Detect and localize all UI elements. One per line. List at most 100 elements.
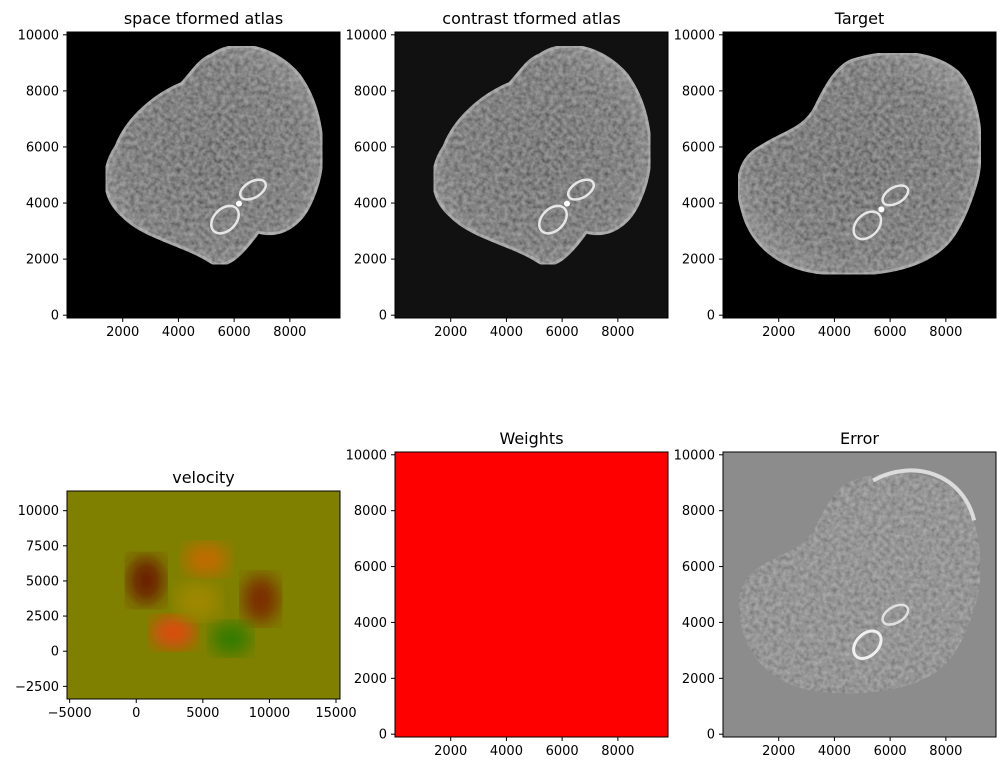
chart-4-y-axis: −2500 0 2500 5000 7500 10000 (15, 504, 67, 695)
chart-3-y-axis: 0 2000 4000 6000 8000 10000 (674, 28, 723, 324)
x-tick-label: 8000 (929, 325, 962, 340)
chart-1-plot-area (66, 31, 341, 319)
chart-6-title: Error (840, 429, 879, 448)
y-tick-label: 0 (707, 309, 715, 324)
x-tick-label: 2000 (434, 325, 467, 340)
x-tick-label: 4000 (490, 744, 523, 759)
chart-6-x-axis: 2000 4000 6000 8000 (762, 737, 962, 759)
x-tick-label: 15000 (315, 706, 356, 721)
plot-frame (66, 490, 341, 700)
y-tick-label: 0 (51, 309, 59, 324)
x-tick-label: 5000 (186, 706, 219, 721)
y-tick-label: 2000 (354, 672, 387, 687)
chart-5-plot-area (394, 451, 669, 738)
chart-4-title: velocity (172, 468, 235, 487)
x-tick-label: 8000 (601, 325, 634, 340)
plot-frame (394, 451, 669, 738)
y-tick-label: 6000 (682, 140, 715, 155)
x-tick-label: 2000 (762, 744, 795, 759)
x-tick-label: 4000 (818, 325, 851, 340)
x-tick-label: −5000 (48, 706, 92, 721)
y-tick-label: 5000 (26, 574, 59, 589)
x-tick-label: 10000 (249, 706, 290, 721)
ventricle-structure (210, 178, 268, 235)
chart-1-y-axis: 0 2000 4000 6000 8000 10000 (18, 28, 67, 324)
x-tick-label: 4000 (818, 744, 851, 759)
chart-1-title: space tformed atlas (124, 9, 283, 28)
y-tick-label: 8000 (682, 504, 715, 519)
y-tick-label: 0 (51, 645, 59, 660)
y-tick-label: 2500 (26, 610, 59, 625)
y-tick-label: 6000 (26, 140, 59, 155)
y-tick-label: 2000 (26, 253, 59, 268)
chart-3-title: Target (834, 9, 885, 28)
chart-2-plot-area (394, 31, 669, 319)
plot-background (395, 452, 668, 737)
y-tick-label: 7500 (26, 539, 59, 554)
velocity-field (128, 543, 279, 655)
chart-4-plot-area (66, 490, 341, 700)
y-tick-label: 2000 (682, 253, 715, 268)
chart-3-x-axis: 2000 4000 6000 8000 (762, 318, 962, 340)
y-tick-label: 0 (379, 309, 387, 324)
chart-4: velocity −5000 0 5000 10000 15000 −2500 0 2500… (15, 468, 357, 721)
ventricle-structure (852, 184, 910, 241)
brain-slice (737, 51, 982, 276)
x-tick-label: 8000 (273, 325, 306, 340)
chart-6-y-axis: 0 2000 4000 6000 8000 10000 (674, 448, 723, 743)
brain-slice (104, 44, 324, 266)
x-tick-label: 8000 (929, 744, 962, 759)
chart-6: Error 2000 4000 6000 8000 0 2000 4000 6000 8000… (674, 429, 997, 759)
y-tick-label: 8000 (354, 84, 387, 99)
y-tick-label: 4000 (682, 616, 715, 631)
plot-frame (722, 31, 997, 319)
y-tick-label: 10000 (18, 28, 59, 43)
x-tick-label: 8000 (601, 744, 634, 759)
x-tick-label: 4000 (490, 325, 523, 340)
chart-5: Weights 2000 4000 6000 8000 0 2000 4000 6000 80… (346, 429, 669, 759)
x-tick-label: 2000 (762, 325, 795, 340)
plot-frame (394, 31, 669, 319)
ventricle-structure (538, 178, 596, 235)
chart-2-y-axis: 0 2000 4000 6000 8000 10000 (346, 28, 395, 324)
y-tick-label: 6000 (354, 140, 387, 155)
x-tick-label: 2000 (434, 744, 467, 759)
plot-frame (66, 31, 341, 319)
x-tick-label: 6000 (874, 744, 907, 759)
chart-3-plot-area (722, 31, 997, 319)
x-tick-label: 2000 (106, 325, 139, 340)
x-tick-label: 6000 (874, 325, 907, 340)
chart-2-x-axis: 2000 4000 6000 8000 (434, 318, 634, 340)
y-tick-label: 6000 (354, 560, 387, 575)
y-tick-label: 10000 (674, 28, 715, 43)
chart-6-plot-area (722, 451, 997, 738)
chart-5-title: Weights (499, 429, 563, 448)
y-tick-label: 4000 (26, 197, 59, 212)
chart-1: space tformed atlas 2000 4000 6000 8000 0 20… (18, 9, 341, 340)
y-tick-label: 10000 (346, 448, 387, 463)
y-tick-label: 2000 (682, 672, 715, 687)
y-tick-label: 10000 (674, 448, 715, 463)
y-tick-label: 4000 (682, 197, 715, 212)
y-tick-label: 4000 (354, 197, 387, 212)
y-tick-label: 8000 (26, 84, 59, 99)
y-tick-label: 0 (379, 728, 387, 743)
chart-2: contrast tformed atlas 2000 4000 6000 8000 … (346, 9, 669, 340)
y-tick-label: 8000 (354, 504, 387, 519)
y-tick-label: 4000 (354, 616, 387, 631)
y-tick-label: 0 (707, 728, 715, 743)
chart-2-title: contrast tformed atlas (442, 9, 620, 28)
error-map (738, 468, 981, 694)
x-tick-label: 0 (132, 706, 140, 721)
brain-slice (432, 44, 652, 266)
plot-frame (722, 451, 997, 738)
x-tick-label: 4000 (162, 325, 195, 340)
y-tick-label: 8000 (682, 84, 715, 99)
y-tick-label: 6000 (682, 560, 715, 575)
chart-4-x-axis: −5000 0 5000 10000 15000 (48, 699, 357, 721)
y-tick-label: 10000 (346, 28, 387, 43)
chart-1-x-axis: 2000 4000 6000 8000 (106, 318, 306, 340)
chart-5-y-axis: 0 2000 4000 6000 8000 10000 (346, 448, 395, 743)
y-tick-label: −2500 (15, 680, 59, 695)
